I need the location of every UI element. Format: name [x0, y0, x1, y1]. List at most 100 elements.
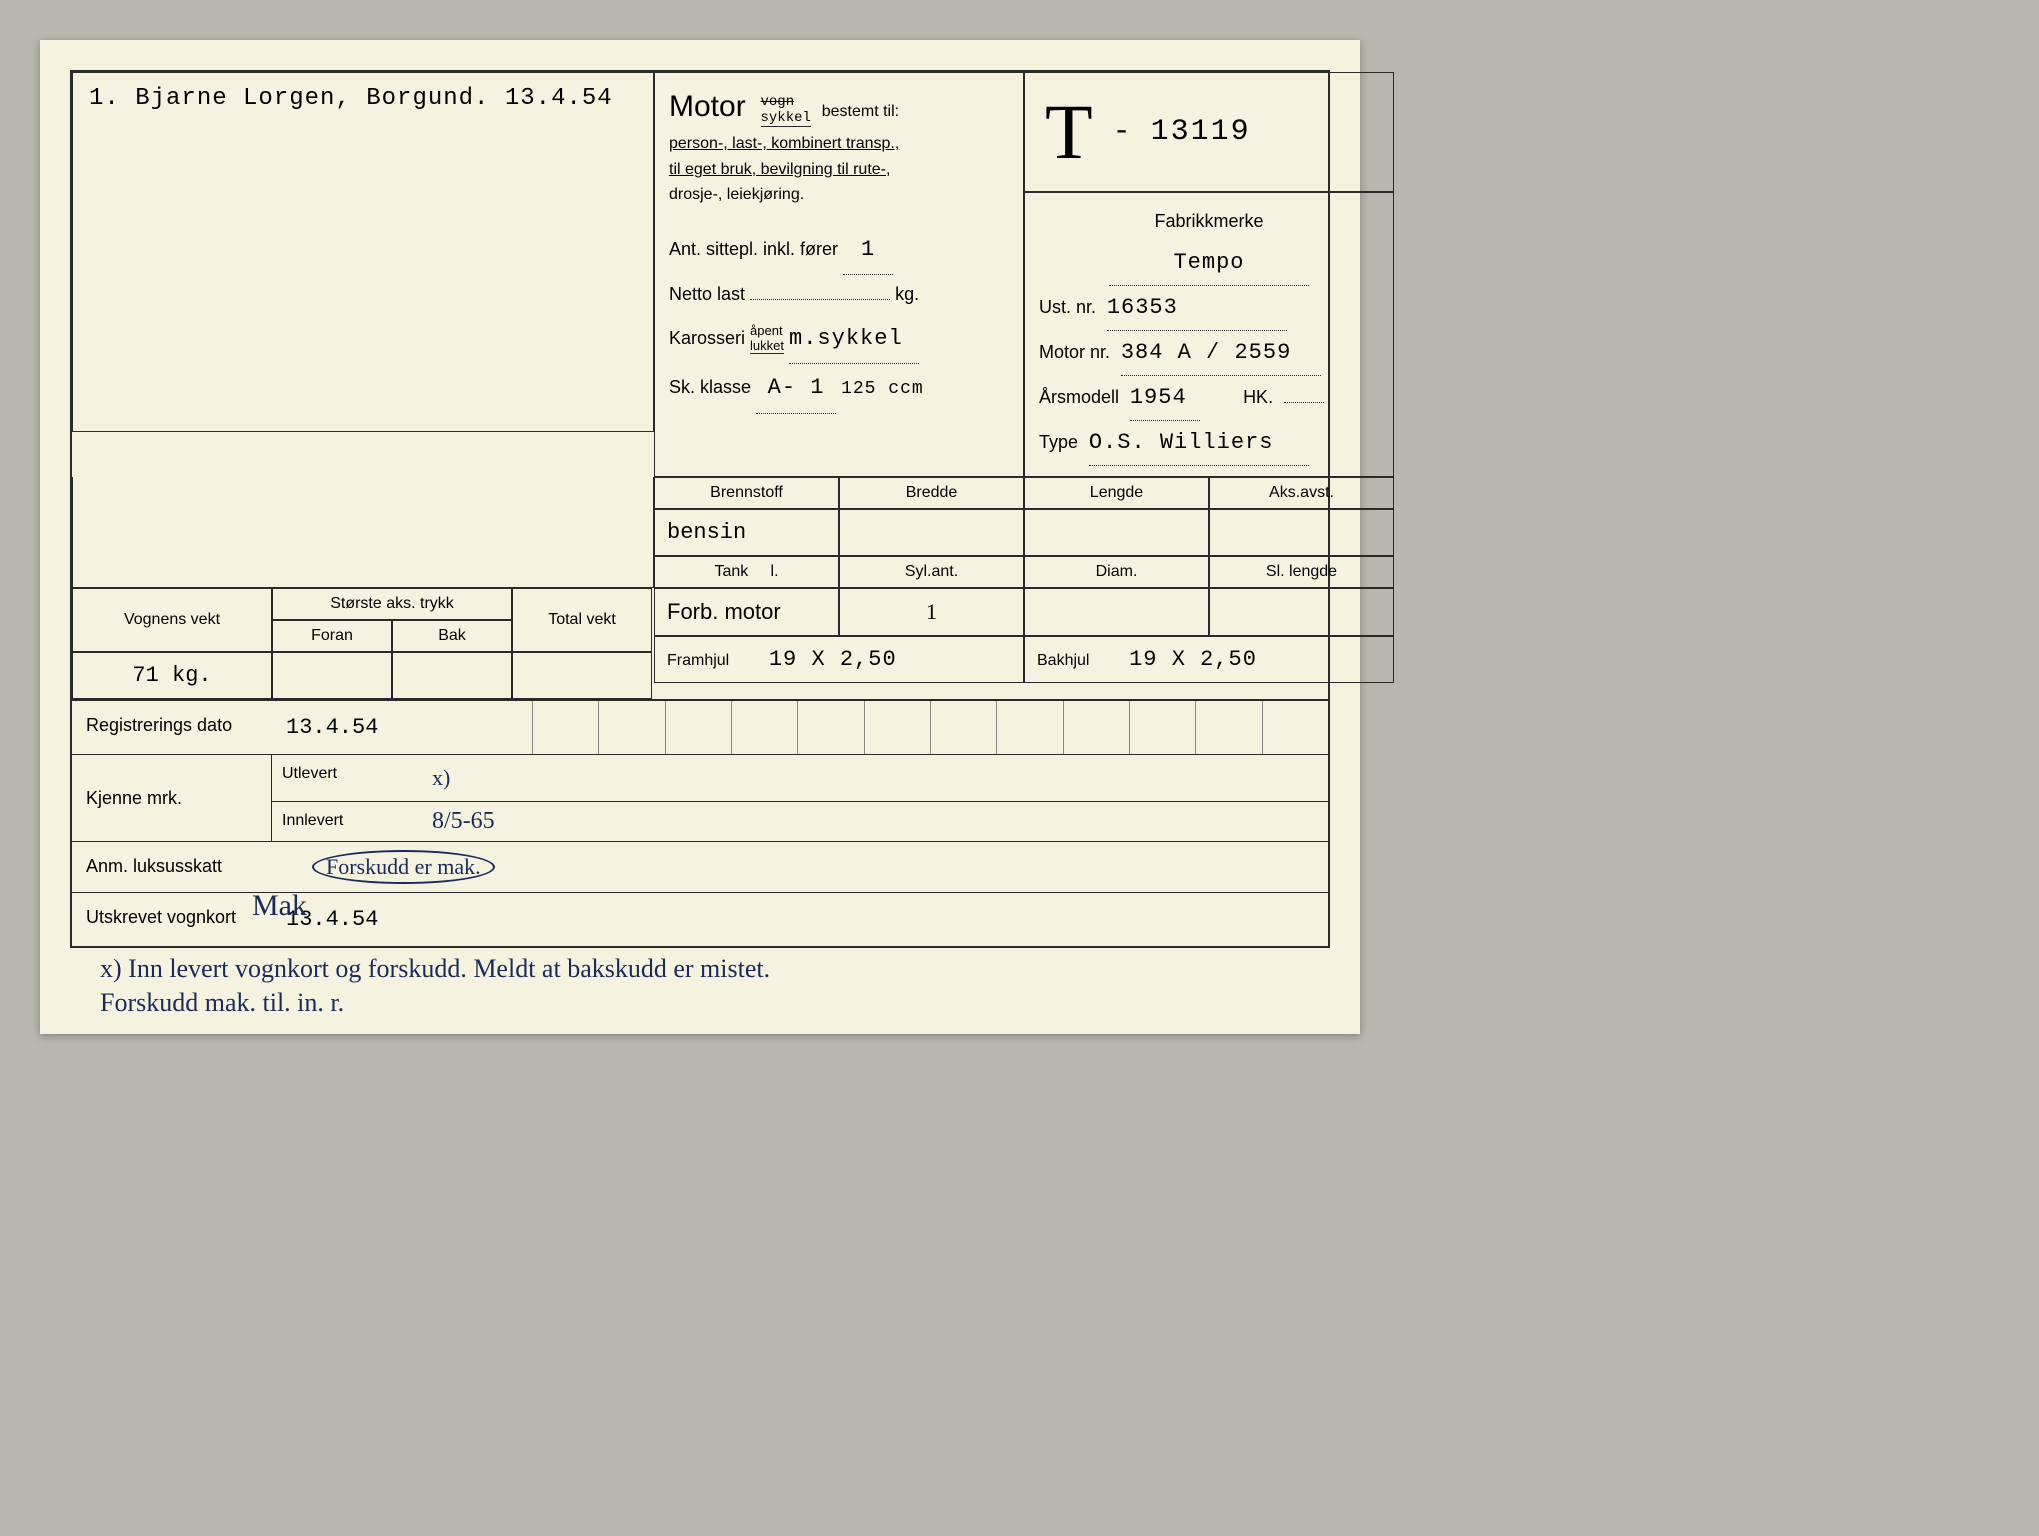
- karosseri-label: Karosseri: [669, 328, 745, 348]
- skklasse-extra: 125 ccm: [841, 379, 924, 399]
- reg-dash: -: [1113, 115, 1131, 149]
- bak-value: [392, 652, 512, 699]
- bestemt-til: bestemt til:: [822, 103, 899, 120]
- sittepl-label: Ant. sittepl. inkl. fører: [669, 239, 838, 259]
- vognensvekt-label: Vognens vekt: [72, 588, 272, 652]
- card-border: 1. Bjarne Lorgen, Borgund. 13.4.54 Motor…: [70, 70, 1330, 948]
- arsmodell-label: Årsmodell: [1039, 387, 1119, 407]
- lengde-value: [1024, 509, 1209, 556]
- motornr-label: Motor nr.: [1039, 342, 1110, 362]
- type-value: O.S. Williers: [1089, 421, 1309, 466]
- regdato-label: Registrerings dato: [72, 701, 272, 754]
- framhjul-cell: Framhjul 19 X 2,50: [654, 636, 1024, 683]
- type-label: Type: [1039, 432, 1078, 452]
- kjenne-label: Kjenne mrk.: [72, 755, 272, 841]
- vogn-struck: vogn: [761, 94, 795, 110]
- vognensvekt-value: 71 kg.: [72, 652, 272, 699]
- bredde-label: Bredde: [839, 477, 1024, 509]
- brennstoff-label: Brennstoff: [654, 477, 839, 509]
- anm-row: Anm. luksusskatt Forskudd er mak.: [72, 841, 1328, 892]
- bak-label: Bak: [392, 620, 512, 652]
- anm-value: Forskudd er mak.: [312, 850, 495, 884]
- motornr-value: 384 A / 2559: [1121, 331, 1321, 376]
- weight-left: Vognens vekt Største aks. trykk Total ve…: [72, 588, 654, 699]
- nettolast-unit: kg.: [895, 284, 919, 304]
- ustnr-label: Ust. nr.: [1039, 297, 1096, 317]
- utlevert-label: Utlevert: [272, 755, 392, 801]
- fabrikkmerke-label: Fabrikkmerke: [1154, 211, 1263, 231]
- kjenne-subrows: Utlevert x) Innlevert 8/5-65: [272, 755, 1328, 841]
- reg-number: 13119: [1151, 115, 1251, 149]
- forbmotor-blank1: [1024, 588, 1209, 636]
- bakhjul-cell: Bakhjul 19 X 2,50: [1024, 636, 1394, 683]
- right-col: T - 13119 Fabrikkmerke Tempo Ust. nr. 16…: [1024, 72, 1394, 477]
- framhjul-label: Framhjul: [667, 652, 729, 669]
- storsteak-label: Største aks. trykk: [272, 588, 512, 620]
- skklasse-label: Sk. klasse: [669, 377, 751, 397]
- motor-line3: til eget bruk, bevilgning til rute-,: [669, 157, 1009, 183]
- footnote: x) Inn levert vognkort og forskudd. Meld…: [70, 948, 1330, 1024]
- aksavst-value: [1209, 509, 1394, 556]
- skklasse-value: A- 1: [756, 364, 836, 413]
- specs-values-1: bensin: [654, 509, 1394, 556]
- bakhjul-label: Bakhjul: [1037, 652, 1089, 669]
- lengde-label: Lengde: [1024, 477, 1209, 509]
- owner-cell: 1. Bjarne Lorgen, Borgund. 13.4.54: [72, 72, 654, 432]
- motor-line4: drosje-, leiekjøring.: [669, 182, 1009, 208]
- forb-motor-row: Forb. motor 1: [654, 588, 1394, 636]
- hk-label: HK.: [1243, 387, 1273, 407]
- anm-label: Anm. luksusskatt: [72, 842, 272, 892]
- specs-headers-1: Brennstoff Bredde Lengde Aks.avst.: [654, 477, 1394, 509]
- specs-wrap: Brennstoff Bredde Lengde Aks.avst. bensi…: [72, 477, 1328, 588]
- top-row: 1. Bjarne Lorgen, Borgund. 13.4.54 Motor…: [72, 72, 1328, 477]
- owner-text: 1. Bjarne Lorgen, Borgund. 13.4.54: [89, 85, 613, 112]
- footnote-line1: x) Inn levert vognkort og forskudd. Meld…: [100, 952, 1300, 986]
- vogn-sykkel-stack: vogn sykkel: [761, 95, 811, 127]
- bredde-value: [839, 509, 1024, 556]
- regdato-value: 13.4.54: [272, 701, 532, 754]
- hk-value: [1284, 402, 1324, 403]
- footnote-line2: Forskudd mak. til. in. r.: [100, 986, 1300, 1020]
- forbmotor-label: Forb. motor: [654, 588, 839, 636]
- totalvekt-label: Total vekt: [512, 588, 652, 652]
- kjenne-row: Kjenne mrk. Utlevert x) Innlevert 8/5-65: [72, 754, 1328, 841]
- foran-value: [272, 652, 392, 699]
- aksavst-label: Aks.avst.: [1209, 477, 1394, 509]
- motor-specs: Ant. sittepl. inkl. fører 1 Netto last k…: [669, 226, 1009, 414]
- diam-label: Diam.: [1024, 556, 1209, 588]
- innlevert-label: Innlevert: [272, 802, 392, 841]
- forbmotor-blank2: [1209, 588, 1394, 636]
- foran-bak-headers: Foran Bak: [272, 620, 512, 652]
- karosseri-apent-lukket: åpent lukket: [750, 324, 784, 354]
- sylant-label: Syl.ant.: [839, 556, 1024, 588]
- utlevert-row: Utlevert x): [272, 755, 1328, 802]
- vognkort-label: Utskrevet vognkort: [72, 893, 272, 946]
- motor-title: Motor: [669, 90, 746, 123]
- innlevert-value: 8/5-65: [392, 802, 1328, 841]
- vognkort-row: Utskrevet vognkort Mak 13.4.54: [72, 892, 1328, 946]
- anm-value-wrap: Forskudd er mak.: [272, 842, 1328, 892]
- weight-row-wrap: Vognens vekt Største aks. trykk Total ve…: [72, 588, 1328, 699]
- bottom-rows: Registrerings dato 13.4.54 Kjenne mrk. U…: [72, 699, 1328, 946]
- nettolast-label: Netto last: [669, 284, 745, 304]
- bakhjul-value: 19 X 2,50: [1129, 647, 1257, 672]
- reg-letter: T: [1045, 93, 1093, 171]
- motor-line2: person-, last-, kombinert transp.,: [669, 131, 1009, 157]
- regdato-ticks: [532, 701, 1328, 754]
- t-reg-cell: T - 13119: [1024, 72, 1394, 192]
- foran-label: Foran: [272, 620, 392, 652]
- specs-grid: Brennstoff Bredde Lengde Aks.avst. bensi…: [654, 477, 1394, 588]
- sllengde-label: Sl. lengde: [1209, 556, 1394, 588]
- forbmotor-value: 1: [839, 588, 1024, 636]
- utlevert-value: x): [392, 755, 1328, 801]
- arsmodell-value: 1954: [1130, 376, 1200, 421]
- framhjul-value: 19 X 2,50: [769, 647, 897, 672]
- weight-right: Forb. motor 1 Framhjul 19 X 2,50 Bakhjul…: [654, 588, 1394, 699]
- brennstoff-value: bensin: [654, 509, 839, 556]
- sittepl-value: 1: [843, 226, 893, 275]
- nettolast-value: [750, 299, 890, 300]
- wheel-row: Framhjul 19 X 2,50 Bakhjul 19 X 2,50: [654, 636, 1394, 683]
- tank-label: Tank l.: [654, 556, 839, 588]
- vognkort-signature: Mak: [252, 889, 307, 923]
- innlevert-row: Innlevert 8/5-65: [272, 802, 1328, 841]
